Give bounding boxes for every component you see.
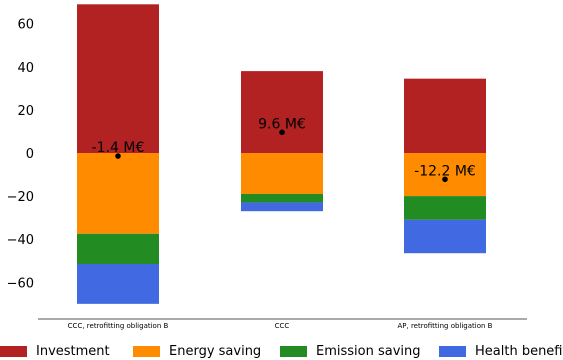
y-tick-label: 40	[17, 61, 34, 76]
bar-segment-health-benefit	[404, 219, 486, 254]
legend-item-emission-saving: Emission saving	[280, 342, 421, 360]
legend-swatch	[439, 345, 466, 357]
x-tick-label: CCC, retrofitting obligation B	[68, 322, 169, 330]
bar-segment-emission-saving	[404, 196, 486, 220]
legend-label: Health benefit	[475, 343, 563, 359]
legend-swatch	[133, 345, 160, 357]
net-value-label: 9.6 M€	[258, 116, 306, 132]
legend-item-health-benefit: Health benefit	[439, 342, 563, 360]
y-axis-ticks: −60 −40 −20 0 20 40 60	[7, 18, 34, 292]
legend-swatch	[280, 345, 307, 357]
bar-segment-investment	[404, 78, 486, 153]
legend-item-energy-saving: Energy saving	[133, 342, 261, 360]
legend-label: Energy saving	[169, 343, 262, 359]
net-value-marker	[279, 129, 285, 136]
legend-label: Emission saving	[316, 343, 421, 359]
x-tick-label: AP, retrofitting obligation B	[398, 322, 493, 330]
x-tick-label: CCC	[275, 322, 290, 330]
bar-segment-energy-saving	[404, 153, 486, 197]
y-tick-label: −20	[7, 190, 34, 205]
bar-segment-energy-saving	[77, 153, 159, 234]
y-tick-label: −40	[7, 233, 34, 248]
bar-segment-health-benefit	[77, 263, 159, 304]
bar-segment-health-benefit	[241, 202, 323, 212]
x-axis-ticks: CCC, retrofitting obligation B CCC AP, ret…	[68, 322, 493, 330]
y-tick-label: −60	[7, 276, 34, 291]
y-tick-label: 20	[17, 104, 34, 119]
net-value-label: -1.4 M€	[92, 140, 145, 156]
net-value-label: -12.2 M€	[414, 163, 476, 179]
y-tick-label: 60	[17, 18, 34, 33]
bar-segment-investment	[77, 4, 159, 154]
net-value-marker	[442, 176, 448, 183]
bar-segment-investment	[241, 71, 323, 153]
net-value-marker	[115, 153, 121, 159]
bar-segment-energy-saving	[241, 153, 323, 194]
stacked-bar-chart: −60 −40 −20 0 20 40 60 CCC, retrofitting oblig…	[7, 4, 527, 330]
legend-item-investment: Investment	[0, 342, 110, 360]
legend-swatch	[0, 345, 27, 357]
bar-segment-emission-saving	[241, 193, 323, 203]
legend-label: Investment	[36, 343, 110, 359]
bar-segment-emission-saving	[77, 233, 159, 264]
legend: Investment Energy saving Emission saving He…	[0, 342, 563, 360]
net-values: -1.4 M€ 9.6 M€ -12.2 M€	[92, 116, 476, 183]
y-tick-label: 0	[26, 147, 34, 162]
bars	[77, 4, 486, 304]
